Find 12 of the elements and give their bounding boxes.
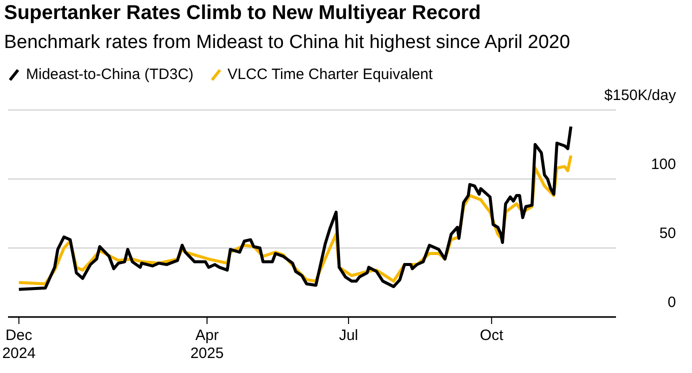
y-tick-label: 100 xyxy=(650,156,676,173)
legend-label: Mideast-to-China (TD3C) xyxy=(26,66,194,83)
legend-label: VLCC Time Charter Equivalent xyxy=(228,66,433,83)
x-tick-label: Oct xyxy=(480,327,504,344)
chart-subtitle: Benchmark rates from Mideast to China hit highest since April 2020 xyxy=(4,32,570,54)
x-tick-label: Jul xyxy=(338,327,358,344)
y-tick-label: $150K/day xyxy=(604,87,676,104)
x-tick-label: Apr 2025 xyxy=(190,327,224,362)
y-tick-label: 50 xyxy=(659,225,676,242)
chart-title: Supertanker Rates Climb to New Multiyear Record xyxy=(4,2,481,25)
y-tick-label: 0 xyxy=(668,294,676,311)
x-tick-label: Dec 2024 xyxy=(2,327,36,362)
